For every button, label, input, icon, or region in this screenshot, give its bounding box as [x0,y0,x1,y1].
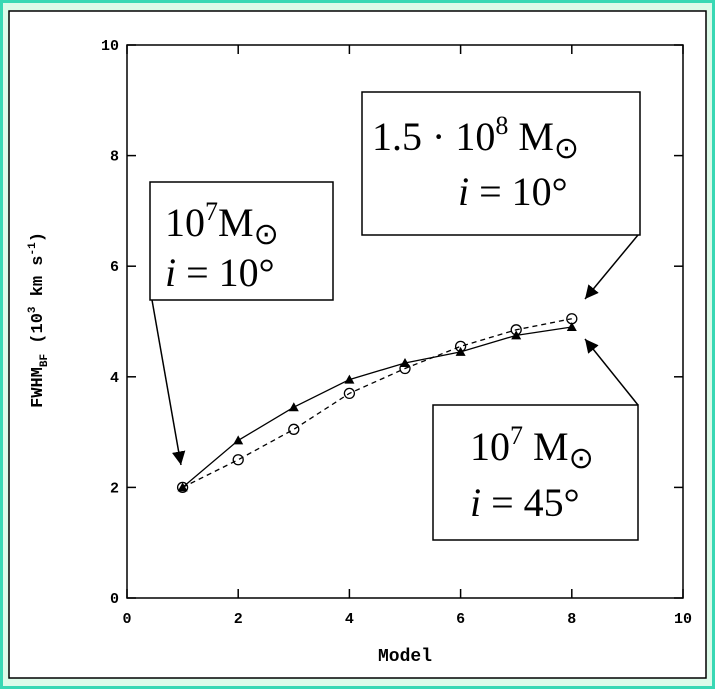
annotation-part: ⊙ [554,132,579,165]
y-axis-label-part: 3 [27,306,39,313]
annotation-part: 7 [205,197,218,226]
y-tick-label: 10 [101,38,119,55]
x-tick-label: 4 [345,611,354,628]
arrow [151,299,186,466]
annotation-part: i [165,250,176,295]
annotation-part: = 10° [469,169,568,214]
point [233,435,244,445]
annotation: i = 10° [458,169,568,214]
point [288,402,299,412]
annotation-part: 1.5 · 10 [372,114,495,159]
arrow [584,234,639,300]
annotation-part: = 10° [176,250,275,295]
annotation: 1.5 · 108 M⊙ [372,111,579,165]
y-tick-label: 8 [110,149,119,166]
y-tick-label: 6 [110,259,119,276]
annotation-box [361,91,641,236]
annotation-part: M [508,114,554,159]
y-tick-label: 2 [110,480,119,497]
arrow [584,338,639,406]
point [232,454,244,466]
annotation-part: i [458,169,469,214]
x-axis-label: Model [378,647,432,667]
annotation-part: 10 [470,424,510,469]
annotation-part: 10 [165,200,205,245]
annotation: i = 10° [165,250,275,295]
point [288,423,300,435]
point [454,340,467,353]
y-axis-label-part: km s [29,255,48,306]
point [344,374,355,384]
y-axis-label: FWHMBF (103 km s-1) [27,232,51,408]
plot-frame [126,44,684,599]
point [510,324,522,336]
annotation-part: = 45° [481,480,580,525]
y-tick-label: 4 [110,370,119,387]
point [176,481,189,494]
x-tick-label: 8 [567,611,576,628]
point [566,313,578,325]
y-axis-label-part: -1 [27,242,39,256]
x-tick-label: 10 [674,611,692,628]
annotation-part: i [470,480,481,525]
y-axis-label-part: BF [39,354,51,367]
annotation-part: 7 [510,421,523,450]
annotation: 107M⊙ [165,197,279,251]
annotation-part: M [218,200,254,245]
point [566,322,577,332]
annotation-part: ⊙ [254,218,279,251]
point [343,387,356,400]
x-tick-label: 0 [122,611,131,628]
annotation-box [432,404,639,541]
point [399,362,411,375]
annotation: 107 M⊙ [470,421,594,475]
y-axis-label-part: FWHM [29,367,48,408]
annotation-boxes [149,91,641,541]
y-axis-label-part: ) [29,232,48,242]
annotation-part: 8 [495,111,508,140]
annotation: i = 45° [470,480,580,525]
x-tick-label: 2 [234,611,243,628]
x-tick-label: 6 [456,611,465,628]
series-line [182,318,572,488]
y-tick-label: 0 [110,591,119,608]
annotation-part: M [523,424,569,469]
y-axis-label-part: (10 [29,313,48,354]
annotation-box [149,181,334,301]
series-line [182,326,572,488]
annotation-part: ⊙ [569,442,594,475]
